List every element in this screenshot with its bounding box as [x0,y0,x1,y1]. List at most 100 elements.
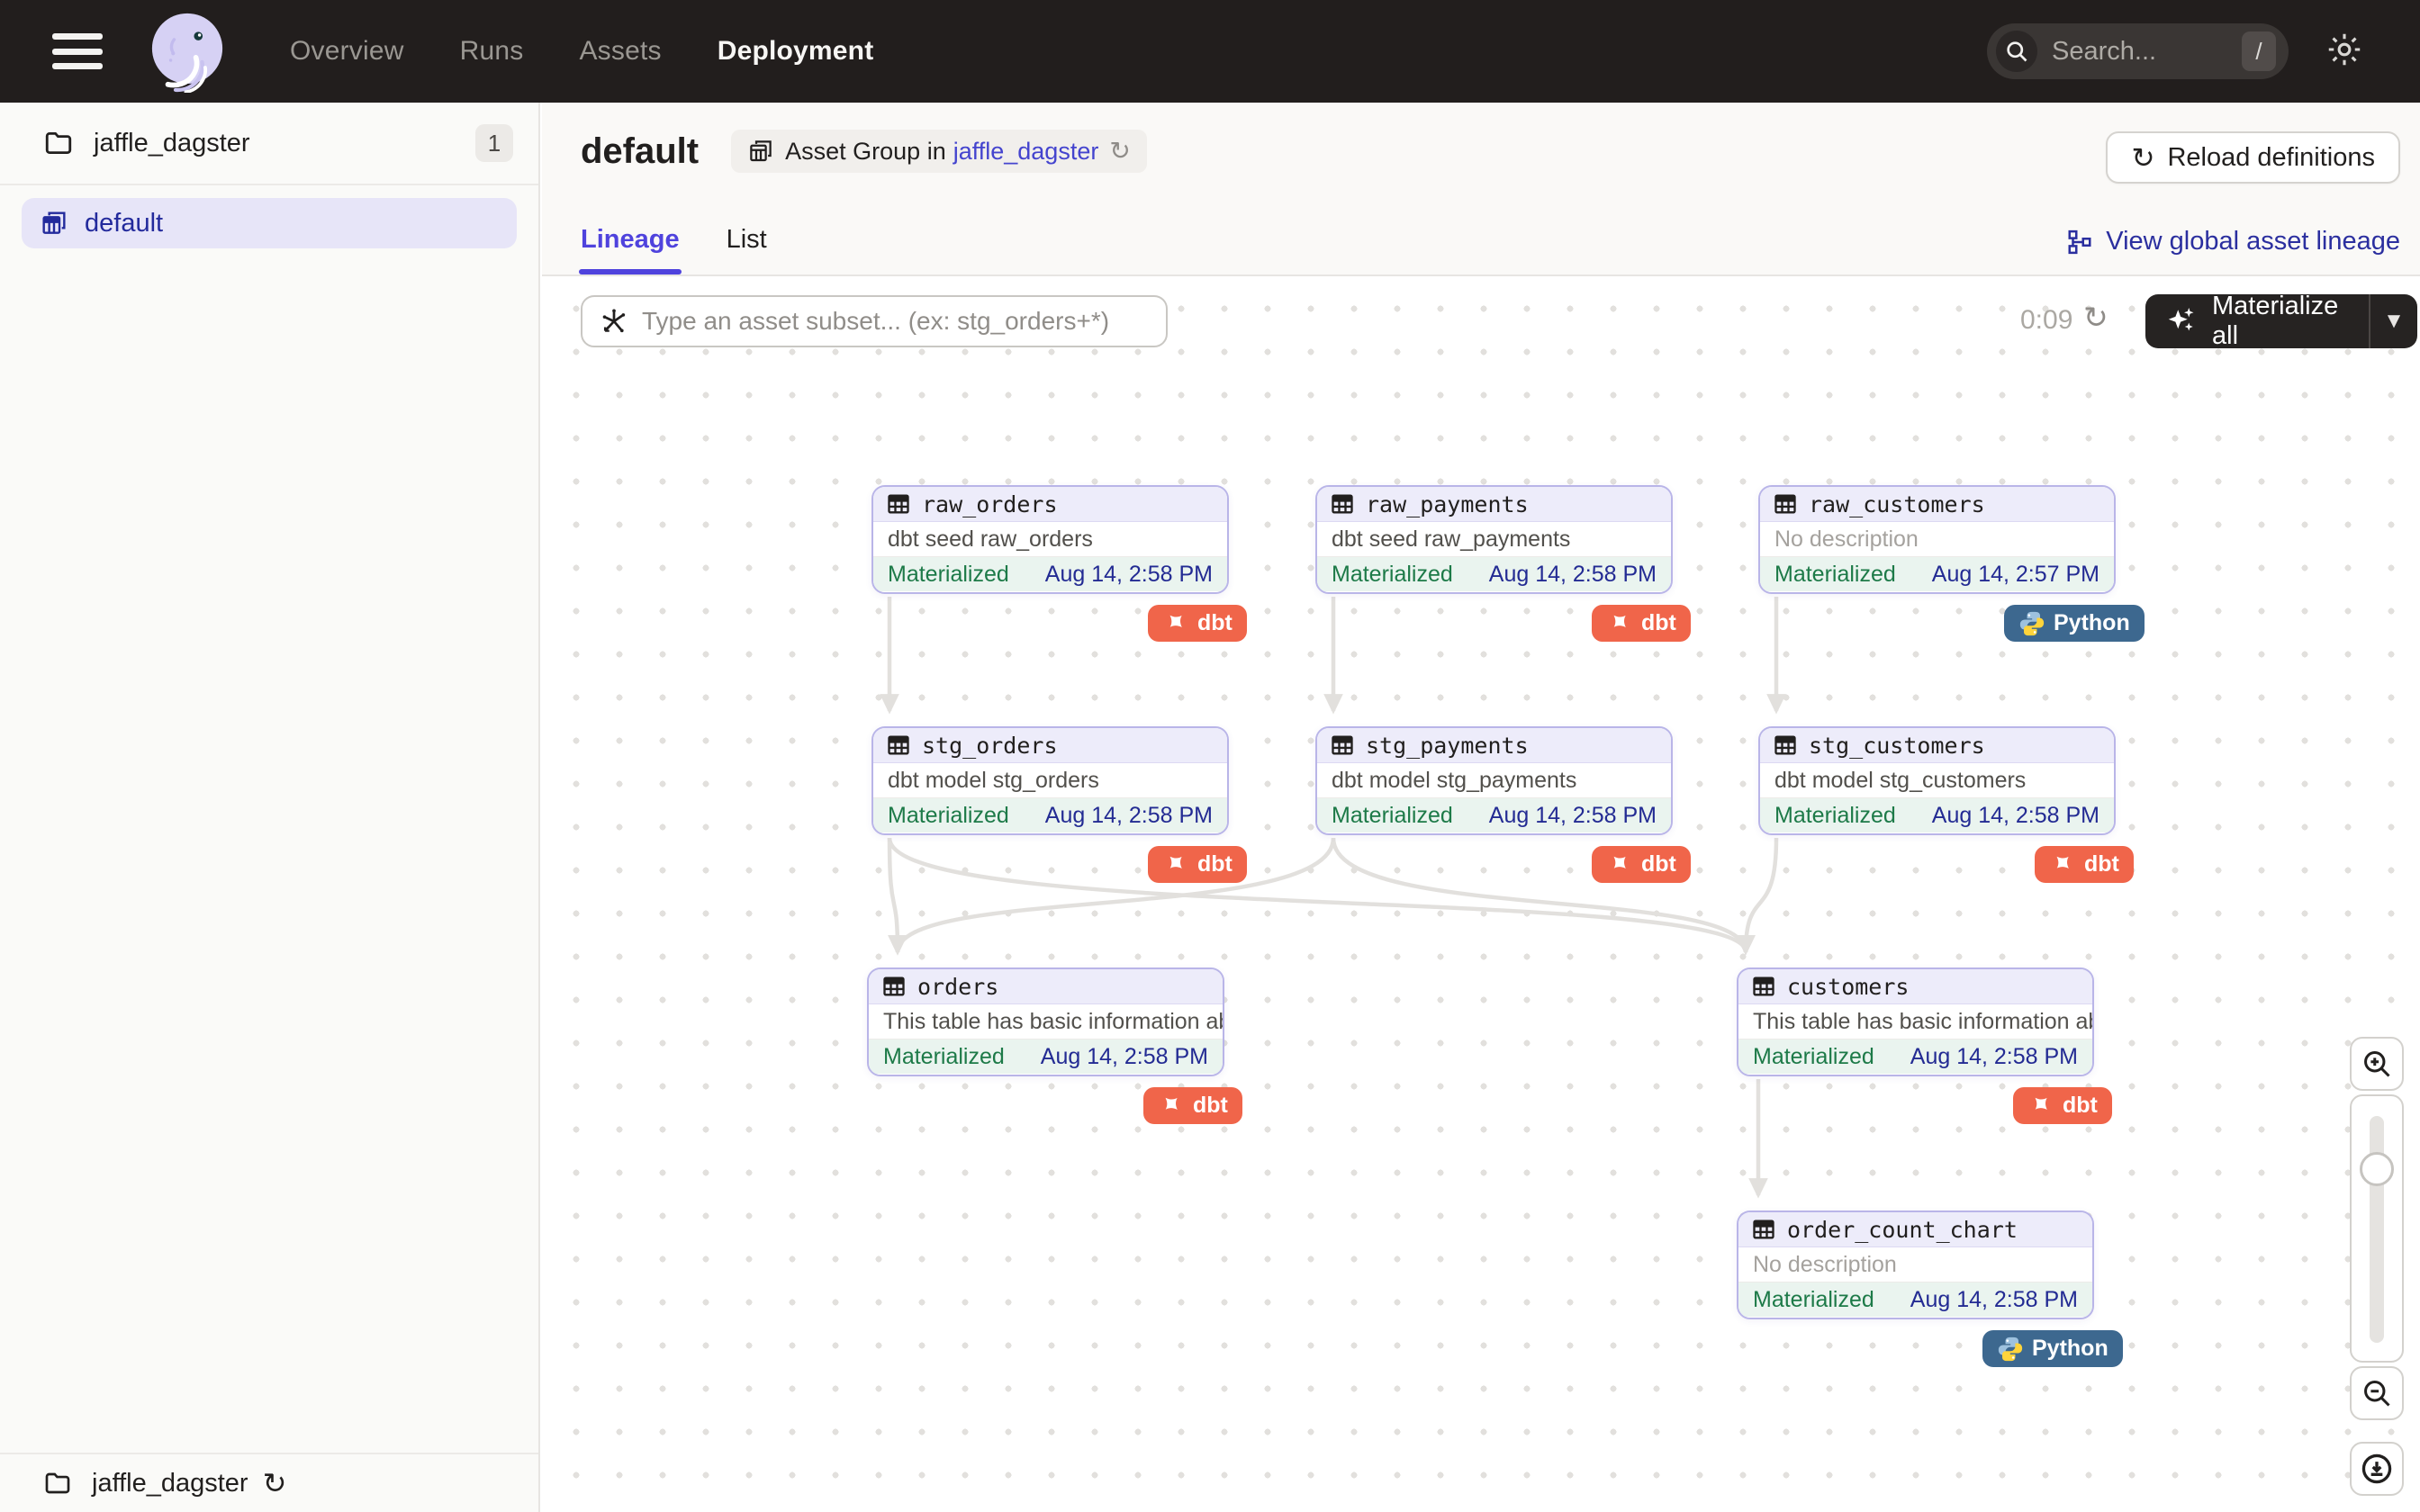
asset-status-row: Materialized Aug 14, 2:57 PM [1760,557,2114,591]
refresh-icon[interactable]: ↻ [2083,301,2108,334]
asset-status-row: Materialized Aug 14, 2:58 PM [1317,798,1671,832]
table-icon [1753,976,1774,996]
sidebar-item-default-group[interactable]: default [22,198,517,248]
table-icon [1332,494,1353,514]
asset-name: raw_orders [922,490,1058,518]
dbt-badge[interactable]: dbt [2013,1087,2112,1124]
reload-definitions-label: Reload definitions [2167,142,2375,172]
dbt-logo-icon [1613,615,1626,627]
materialize-all-button[interactable]: Materialize all ▼ [2145,292,2417,350]
materialize-dropdown-caret[interactable]: ▼ [2383,309,2405,333]
python-badge-label: Python [2054,610,2130,635]
dbt-badge[interactable]: dbt [1143,1087,1242,1124]
asset-node-stg_payments[interactable]: stg_payments dbt model stg_payments Mate… [1315,726,1673,835]
nav-item-overview[interactable]: Overview [290,36,404,66]
asset-name: stg_orders [922,732,1058,759]
reload-definitions-button[interactable]: ↻ Reload definitions [2106,131,2400,184]
asset-node-customers[interactable]: customers This table has basic informati… [1737,968,2094,1076]
asset-status-row: Materialized Aug 14, 2:58 PM [1738,1282,2092,1317]
asset-node-stg_orders[interactable]: stg_orders dbt model stg_orders Material… [871,726,1229,835]
materialized-timestamp: Aug 14, 2:57 PM [1931,561,2099,587]
zoom-out-button[interactable] [2350,1366,2404,1420]
table-icon [1774,735,1796,755]
asset-group-icon [750,140,772,162]
asset-status-row: Materialized Aug 14, 2:58 PM [1760,798,2114,832]
lineage-edges [880,597,1786,1199]
zoom-slider-thumb[interactable] [2360,1152,2394,1186]
asset-node-stg_customers[interactable]: stg_customers dbt model stg_customers Ma… [1758,726,2116,835]
hamburger-menu-icon[interactable] [52,33,103,69]
sparkle-icon [2168,308,2194,331]
sidebar-repo-label: jaffle_dagster [94,128,250,158]
asset-status-row: Materialized Aug 14, 2:58 PM [1738,1040,2092,1074]
refresh-icon[interactable]: ↻ [262,1467,287,1499]
dbt-badge[interactable]: dbt [1592,846,1691,883]
tab-list[interactable]: List [726,225,767,254]
table-icon [1332,735,1353,755]
python-badge[interactable]: Python [1982,1330,2123,1367]
tab-lineage[interactable]: Lineage [579,225,682,274]
repo-count-badge: 1 [475,124,513,162]
top-nav: Overview Runs Assets Deployment Search..… [0,0,2420,103]
recenter-button[interactable] [2350,1442,2404,1496]
zoom-in-button[interactable] [2350,1037,2404,1091]
sidebar: jaffle_dagster 1 default jaffle_dagster … [0,103,540,1512]
folder-icon [45,1472,70,1494]
python-logo-icon [1998,1336,2023,1361]
materialized-status: Materialized [888,561,1009,587]
download-center-icon [2361,1454,2392,1484]
sidebar-footer-label: jaffle_dagster [92,1468,248,1498]
asset-subset-filter-input[interactable]: Type an asset subset... (ex: stg_orders+… [581,295,1168,347]
dbt-badge[interactable]: dbt [1592,605,1691,642]
asset-node-raw_orders[interactable]: raw_orders dbt seed raw_orders Materiali… [871,485,1229,594]
asset-name: orders [917,973,999,1000]
materialized-timestamp: Aug 14, 2:58 PM [1931,802,2099,828]
materialized-timestamp: Aug 14, 2:58 PM [1910,1043,2078,1069]
lineage-canvas[interactable]: Type an asset subset... (ex: stg_orders+… [542,278,2420,1512]
asset-name: order_count_chart [1787,1216,2018,1243]
zoom-slider-track [2370,1116,2384,1343]
asset-name: raw_payments [1366,490,1529,518]
materialize-all-label: Materialize all [2212,292,2339,350]
asset-node-raw_customers[interactable]: raw_customers No description Materialize… [1758,485,2116,594]
button-divider [2369,294,2370,348]
asset-description: This table has basic information about .… [1738,1004,2092,1040]
global-search-input[interactable]: Search... / [1987,23,2289,79]
dbt-badge-label: dbt [1641,610,1676,635]
dagster-logo-icon[interactable] [146,10,229,93]
asset-description: dbt model stg_customers [1760,763,2114,798]
dbt-logo-icon [1613,856,1626,868]
materialized-status: Materialized [1332,802,1453,828]
view-global-asset-lineage-link[interactable]: View global asset lineage [2066,227,2400,256]
repo-link[interactable]: jaffle_dagster [953,137,1099,165]
materialized-timestamp: Aug 14, 2:58 PM [1044,802,1213,828]
python-badge-label: Python [2032,1336,2108,1361]
materialized-status: Materialized [1774,802,1896,828]
sidebar-footer-repo[interactable]: jaffle_dagster ↻ [0,1453,538,1512]
dbt-badge[interactable]: dbt [1148,846,1247,883]
asset-description: dbt model stg_payments [1317,763,1671,798]
refresh-icon[interactable]: ↻ [1109,137,1131,165]
asset-node-order_count_chart[interactable]: order_count_chart No description Materia… [1737,1210,2094,1319]
dbt-badge-label: dbt [2063,1093,2098,1118]
dbt-badge[interactable]: dbt [2035,846,2134,883]
dbt-logo-icon [2035,1097,2047,1110]
zoom-slider[interactable] [2350,1094,2404,1363]
page-header: default Asset Group in jaffle_dagster ↻ … [542,103,2420,276]
asset-description: dbt seed raw_payments [1317,522,1671,557]
asset-node-raw_payments[interactable]: raw_payments dbt seed raw_payments Mater… [1315,485,1673,594]
dbt-badge[interactable]: dbt [1148,605,1247,642]
zoom-out-icon [2364,1381,2390,1407]
nav-item-deployment[interactable]: Deployment [717,36,874,66]
sidebar-repo-row[interactable]: jaffle_dagster 1 [0,103,538,185]
nav-item-runs[interactable]: Runs [459,36,524,66]
settings-gear-icon[interactable] [2325,30,2364,74]
edge-stg_customers-to-customers [1736,837,1779,956]
asset-node-orders[interactable]: orders This table has basic information … [867,968,1224,1076]
asset-name: raw_customers [1809,490,1985,518]
zoom-controls [2350,1037,2404,1496]
python-badge[interactable]: Python [2004,605,2145,642]
nav-item-assets[interactable]: Assets [579,36,662,66]
asset-description: dbt seed raw_orders [873,522,1227,557]
asset-name: customers [1787,973,1910,1000]
